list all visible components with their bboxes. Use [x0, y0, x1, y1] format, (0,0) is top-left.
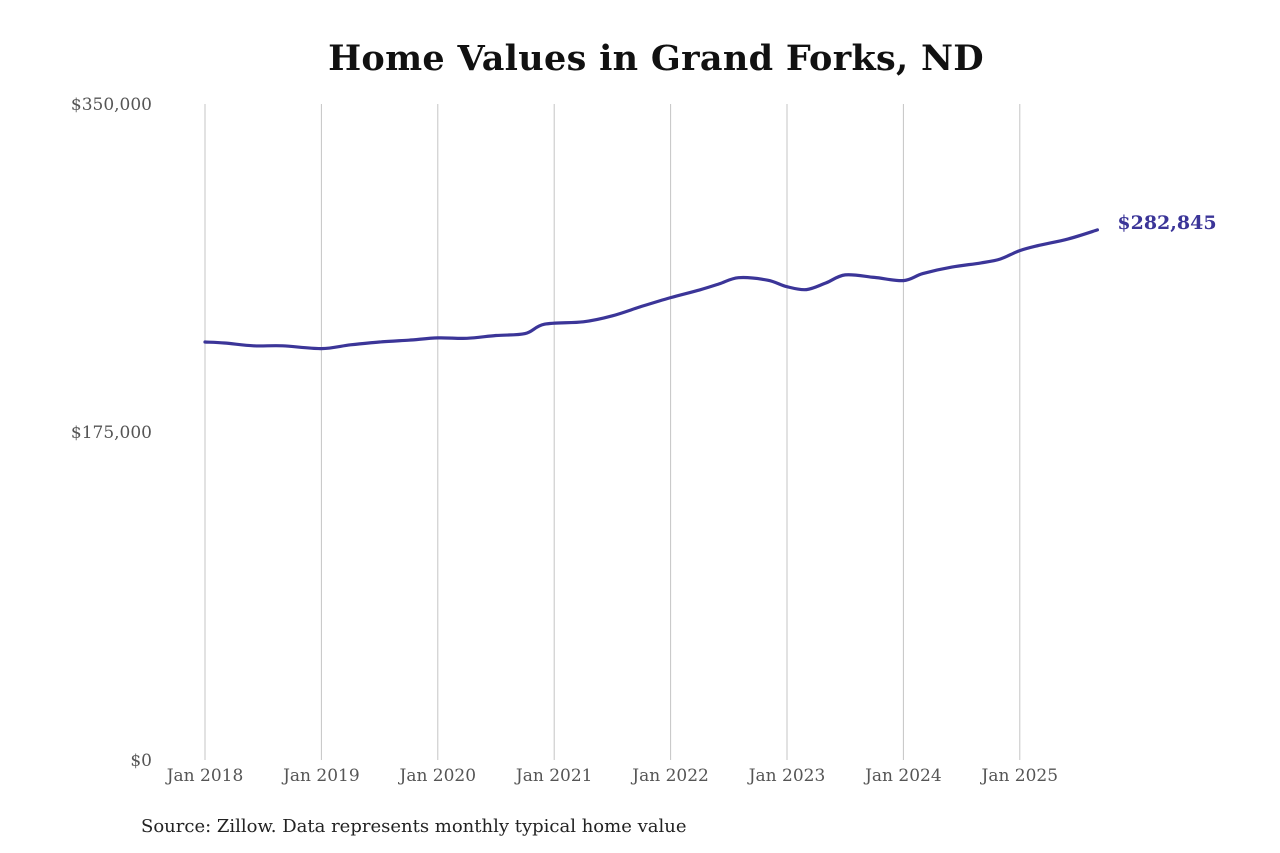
x-axis-labels: Jan 2018 Jan 2019 Jan 2020 Jan 2021 Jan 2022… [165, 766, 1058, 786]
home-value-line [203, 228, 1099, 351]
x-tick-label: Jan 2018 [165, 766, 244, 786]
y-tick-label: $0 [130, 751, 152, 771]
x-tick-label: Jan 2025 [980, 766, 1059, 786]
y-tick-label: $350,000 [71, 95, 152, 115]
x-tick-label: Jan 2022 [630, 766, 709, 786]
x-tick-label: Jan 2024 [863, 766, 942, 786]
chart-title: Home Values in Grand Forks, ND [328, 38, 984, 79]
x-tick-label: Jan 2019 [281, 766, 360, 786]
y-tick-label: $175,000 [71, 423, 152, 443]
latest-value-label: $282,845 [1117, 212, 1216, 234]
x-tick-label: Jan 2023 [747, 766, 826, 786]
y-axis-labels: $0 $175,000 $350,000 [71, 95, 152, 771]
x-tick-label: Jan 2021 [514, 766, 593, 786]
x-tick-label: Jan 2020 [398, 766, 477, 786]
vertical-gridlines [204, 104, 1021, 760]
source-note: Source: Zillow. Data represents monthly … [141, 816, 687, 837]
